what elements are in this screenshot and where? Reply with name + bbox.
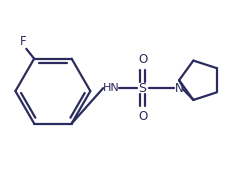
Text: S: S: [139, 82, 147, 95]
Text: O: O: [138, 110, 147, 123]
Text: F: F: [20, 35, 27, 48]
Text: O: O: [138, 53, 147, 66]
Text: N: N: [175, 82, 183, 95]
Text: HN: HN: [103, 83, 120, 93]
